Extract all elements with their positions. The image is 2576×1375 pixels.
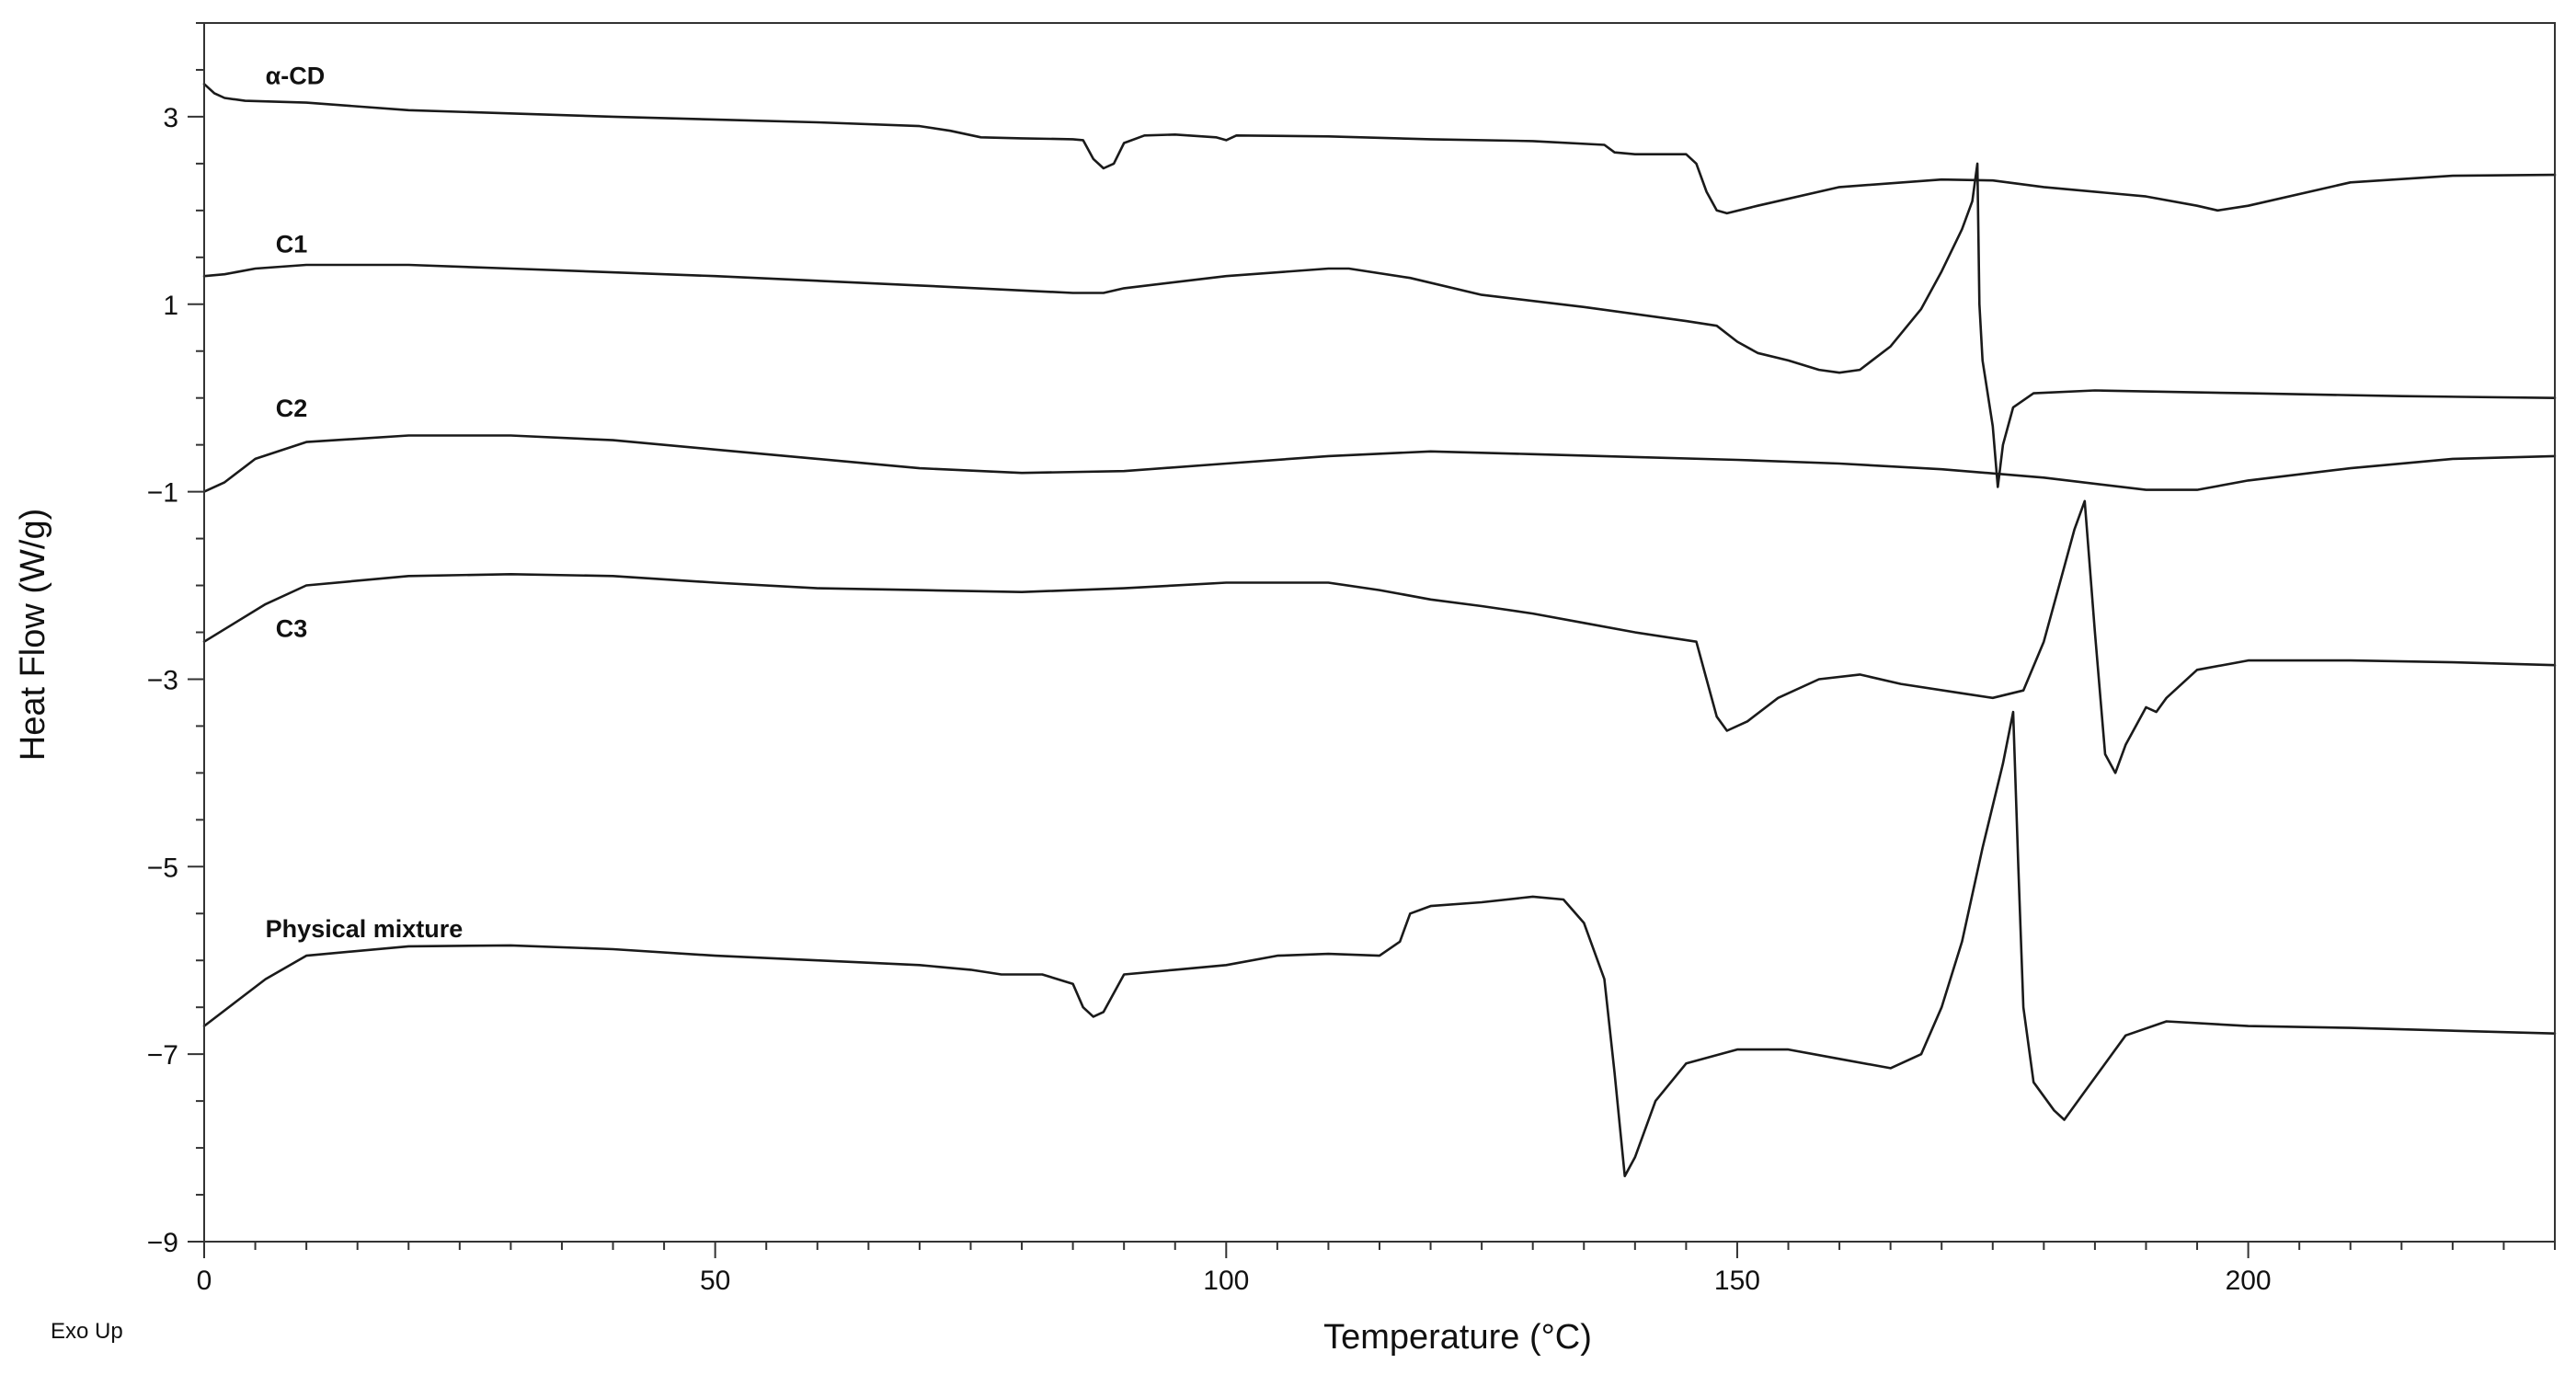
x-tick-label: 0 [197, 1266, 212, 1296]
x-axis-title: Temperature (°C) [1323, 1318, 1592, 1357]
y-tick-label: −9 [147, 1228, 178, 1258]
y-tick-label: −5 [147, 853, 178, 883]
series-line-c3 [202, 499, 2557, 774]
y-tick-label: −1 [147, 478, 178, 509]
y-axis-title: Heat Flow (W/g) [14, 509, 52, 761]
series-label-c3: C3 [276, 615, 308, 643]
axes: 0 50 100 150 200 3 1 −1 −3 −5 −7 −9 [147, 22, 2556, 1296]
series-label-c1: C1 [276, 231, 308, 258]
y-tick-label: 1 [163, 291, 178, 321]
series-line-physical-mixture [202, 710, 2557, 1177]
series-label-physical-mixture: Physical mixture [266, 915, 464, 943]
x-tick-label: 50 [700, 1266, 730, 1296]
series-label-c2: C2 [276, 395, 308, 422]
x-tick-label: 150 [1714, 1266, 1760, 1296]
plot-lines [202, 83, 2557, 1177]
x-tick-label: 100 [1203, 1266, 1249, 1296]
series-line-cd [202, 83, 2557, 215]
y-tick-label: 3 [163, 103, 178, 133]
y-tick-label: −7 [147, 1040, 178, 1071]
exo-up-annotation: Exo Up [51, 1319, 123, 1344]
series-line-c1 [202, 162, 2557, 488]
y-tick-label: −3 [147, 665, 178, 695]
series-label-cd: α-CD [266, 62, 326, 89]
x-tick-label: 200 [2226, 1266, 2272, 1296]
series-line-c2 [202, 434, 2557, 493]
series-labels: α-CD C1 C2 C3 Physical mixture [266, 62, 464, 943]
